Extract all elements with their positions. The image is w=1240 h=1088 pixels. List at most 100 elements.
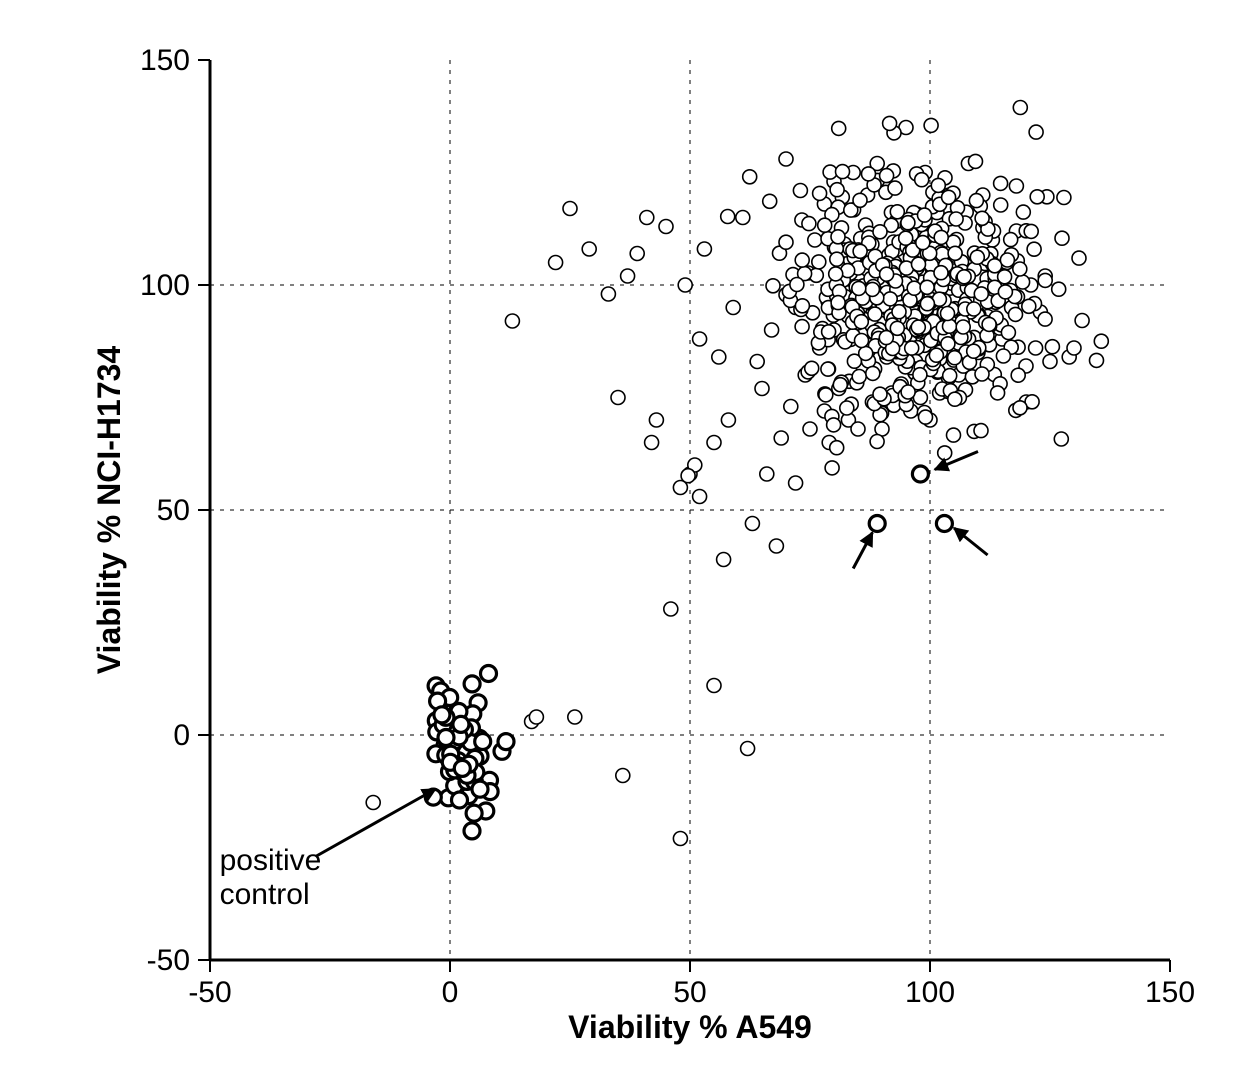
scatter-points — [366, 101, 1108, 846]
data-point — [630, 247, 644, 261]
x-tick-label: -50 — [188, 976, 231, 1009]
data-point — [779, 152, 793, 166]
data-point — [763, 194, 777, 208]
data-point — [707, 679, 721, 693]
data-point — [464, 676, 480, 692]
data-point — [1090, 353, 1104, 367]
data-point — [774, 431, 788, 445]
data-point — [956, 320, 970, 334]
data-point — [726, 301, 740, 315]
data-point — [645, 436, 659, 450]
data-point — [766, 279, 780, 293]
data-point — [827, 418, 841, 432]
data-point — [912, 257, 926, 271]
data-point — [813, 186, 827, 200]
data-point — [1055, 231, 1069, 245]
data-point — [929, 348, 943, 362]
data-point — [1075, 314, 1089, 328]
data-point — [949, 212, 963, 226]
y-tick-label: 150 — [140, 44, 190, 77]
data-point — [830, 441, 844, 455]
data-point — [899, 231, 913, 245]
data-point — [821, 362, 835, 376]
data-point — [805, 361, 819, 375]
x-tick-label: 50 — [673, 976, 706, 1009]
data-point — [947, 428, 961, 442]
data-point — [822, 325, 836, 339]
data-point — [901, 216, 915, 230]
data-point — [870, 435, 884, 449]
data-point — [664, 602, 678, 616]
data-point — [1045, 340, 1059, 354]
data-point — [831, 230, 845, 244]
data-point — [601, 287, 615, 301]
data-point — [793, 184, 807, 198]
data-point — [1011, 368, 1025, 382]
data-point — [795, 299, 809, 313]
data-point — [915, 173, 929, 187]
data-point — [890, 205, 904, 219]
data-point — [970, 250, 984, 264]
data-point — [750, 355, 764, 369]
data-point — [621, 269, 635, 283]
data-point — [819, 388, 833, 402]
scatter-chart: -50050100150-50050100150Viability % A549… — [0, 0, 1240, 1088]
data-point — [998, 270, 1012, 284]
data-point — [869, 516, 885, 532]
data-point — [873, 387, 887, 401]
data-point — [475, 734, 491, 750]
data-point — [1052, 282, 1066, 296]
data-point — [434, 707, 450, 723]
data-point — [498, 734, 514, 750]
data-point — [1038, 273, 1052, 287]
y-tick-label: 0 — [173, 719, 190, 752]
data-point — [802, 217, 816, 231]
annotation-text: positive — [220, 844, 322, 877]
data-point — [943, 369, 957, 383]
y-tick-label: -50 — [147, 944, 190, 977]
data-point — [611, 391, 625, 405]
data-point — [1029, 341, 1043, 355]
x-tick-label: 0 — [442, 976, 459, 1009]
data-point — [957, 270, 971, 284]
annotation-text: control — [220, 878, 310, 911]
data-point — [994, 176, 1008, 190]
data-point — [831, 296, 845, 310]
data-point — [975, 211, 989, 225]
data-point — [905, 341, 919, 355]
data-point — [568, 710, 582, 724]
x-tick-label: 100 — [905, 976, 955, 1009]
data-point — [852, 370, 866, 384]
data-point — [721, 413, 735, 427]
data-point — [1072, 251, 1086, 265]
data-point — [1027, 242, 1041, 256]
data-point — [836, 165, 850, 179]
data-point — [859, 346, 873, 360]
data-point — [755, 382, 769, 396]
data-point — [969, 154, 983, 168]
data-point — [505, 314, 519, 328]
data-point — [1004, 233, 1018, 247]
data-point — [901, 385, 915, 399]
data-point — [873, 225, 887, 239]
data-point — [1000, 253, 1014, 267]
data-point — [1001, 326, 1015, 340]
data-point — [1057, 191, 1071, 205]
data-point — [640, 211, 654, 225]
data-point — [760, 467, 774, 481]
data-point — [880, 267, 894, 281]
data-point — [853, 244, 867, 258]
data-point — [851, 422, 865, 436]
data-point — [1022, 299, 1036, 313]
data-point — [481, 666, 497, 682]
data-point — [862, 167, 876, 181]
data-point — [803, 422, 817, 436]
data-point — [829, 267, 843, 281]
data-point — [948, 392, 962, 406]
data-point — [681, 469, 695, 483]
data-point — [1013, 401, 1027, 415]
data-point — [659, 220, 673, 234]
data-point — [721, 210, 735, 224]
data-point — [912, 466, 928, 482]
data-point — [1024, 224, 1038, 238]
